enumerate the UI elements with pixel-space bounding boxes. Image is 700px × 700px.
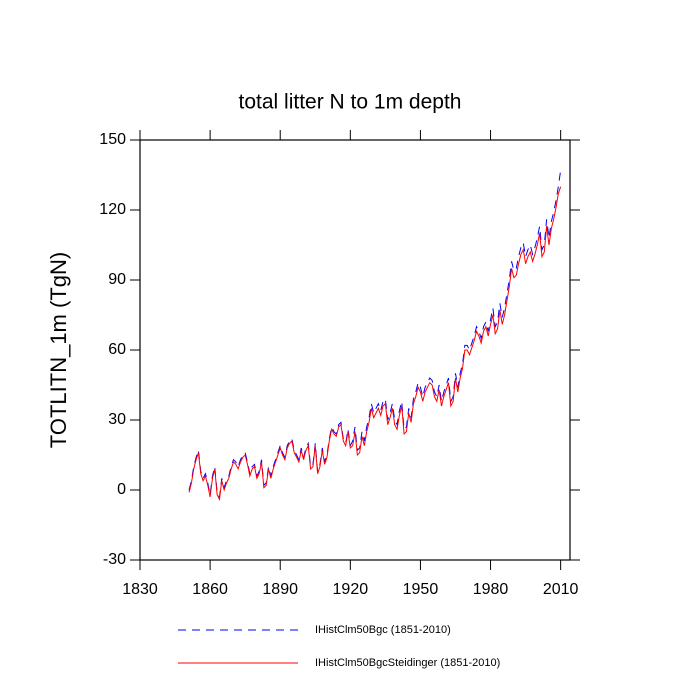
y-tick-label: 90 — [108, 271, 126, 288]
y-tick-label: 60 — [108, 341, 126, 358]
y-axis-label: TOTLITN_1m (TgN) — [46, 252, 71, 448]
chart-title: total litter N to 1m depth — [239, 91, 462, 114]
y-tick-label: 120 — [99, 201, 126, 218]
series-line — [188, 170, 562, 499]
legend-label: IHistClm50Bgc (1851-2010) — [315, 624, 451, 636]
x-tick-label: 1830 — [122, 581, 158, 598]
x-tick-label: 1890 — [262, 581, 298, 598]
y-tick-label: 30 — [108, 411, 126, 428]
legend-label: IHistClm50BgcSteidinger (1851-2010) — [315, 657, 500, 669]
x-tick-label: 1950 — [403, 581, 439, 598]
plot-frame — [139, 139, 571, 561]
y-tick-label: -30 — [103, 551, 126, 568]
x-tick-label: 1980 — [473, 581, 509, 598]
series-line — [188, 186, 562, 502]
y-tick-label: 150 — [99, 131, 126, 148]
x-tick-label: 1860 — [192, 581, 228, 598]
y-tick-label: 0 — [117, 481, 126, 498]
x-tick-label: 2010 — [543, 581, 579, 598]
x-tick-label: 1920 — [333, 581, 369, 598]
